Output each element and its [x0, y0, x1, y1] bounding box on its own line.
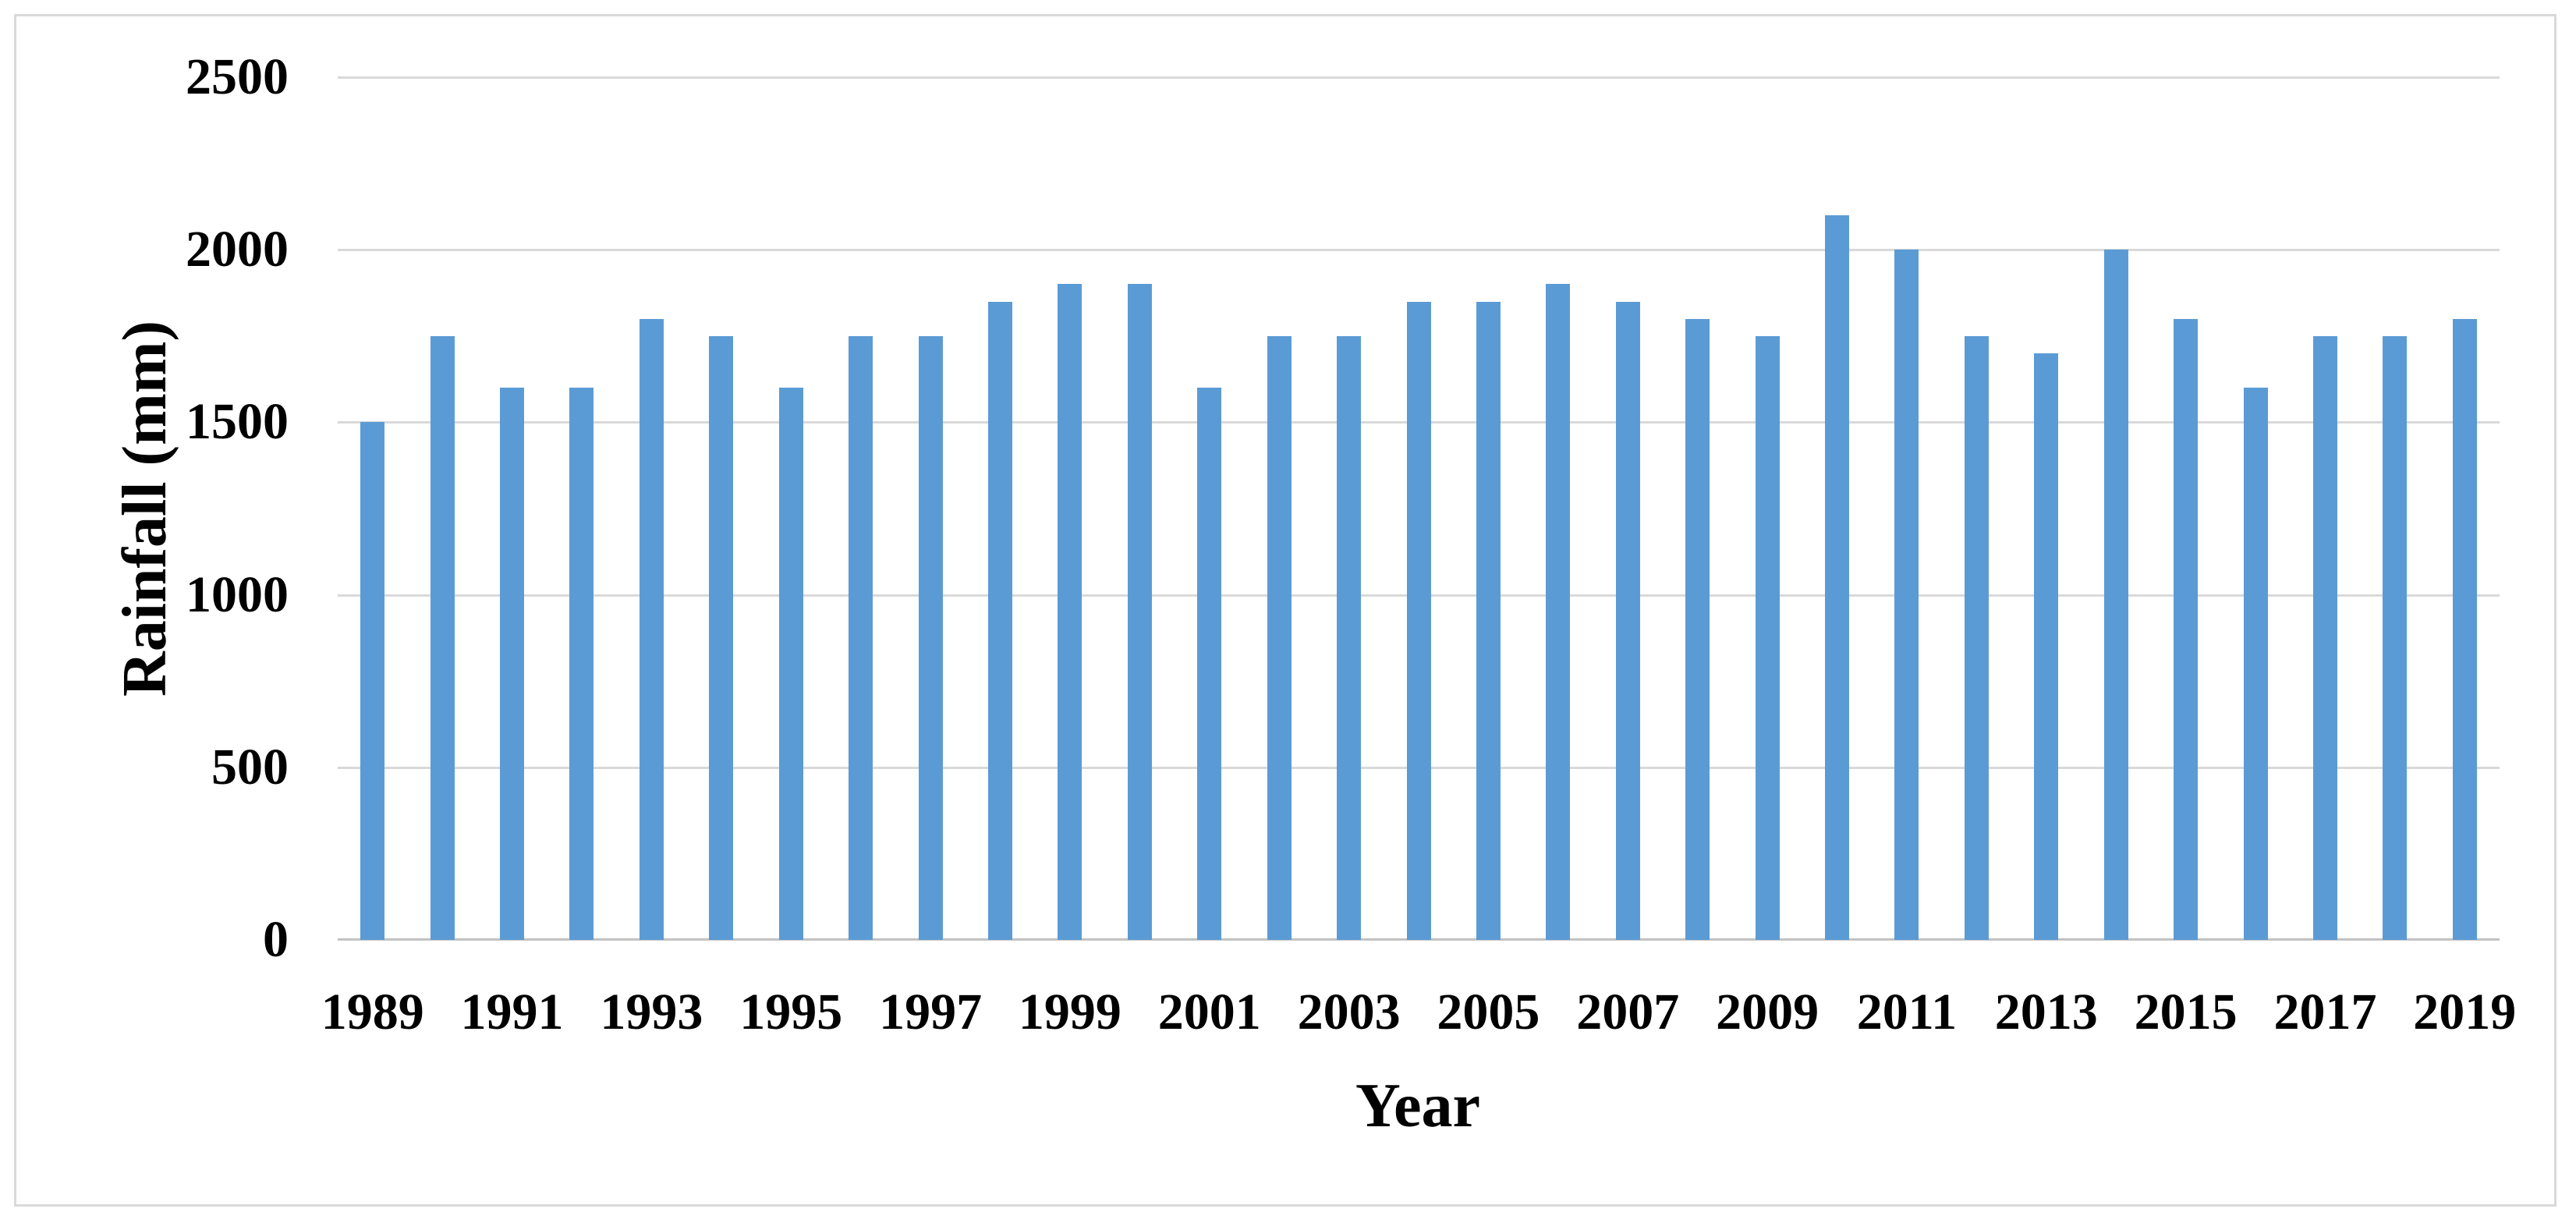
bar-1990 — [430, 335, 455, 940]
bar-2003 — [1337, 335, 1362, 940]
y-tick-label-1500: 1500 — [186, 393, 289, 451]
x-tick-label-1995: 1995 — [739, 984, 843, 1040]
bar-2015 — [2174, 318, 2199, 940]
bar-1996 — [849, 335, 873, 940]
plot-area — [338, 76, 2500, 941]
x-tick-label-2015: 2015 — [2134, 984, 2238, 1040]
x-tick-label-1991: 1991 — [460, 984, 564, 1040]
x-tick-label-1993: 1993 — [600, 984, 703, 1040]
bar-2019 — [2452, 318, 2477, 940]
bar-1998 — [987, 301, 1012, 940]
bar-2017 — [2312, 335, 2337, 940]
bar-2008 — [1685, 318, 1710, 940]
x-axis-title: Year — [1355, 1072, 1480, 1140]
y-axis-title: Rainfall (mm) — [111, 320, 179, 697]
bar-2002 — [1267, 335, 1292, 940]
bar-1999 — [1058, 284, 1082, 940]
y-tick-label-2500: 2500 — [186, 48, 289, 105]
bar-2012 — [1964, 335, 1989, 940]
gridline-2500 — [338, 76, 2500, 79]
bar-1992 — [569, 388, 594, 940]
bar-2014 — [2103, 250, 2128, 940]
x-tick-label-2003: 2003 — [1297, 984, 1401, 1040]
x-tick-label-2007: 2007 — [1576, 984, 1680, 1040]
bar-2007 — [1615, 301, 1640, 940]
y-tick-label-2000: 2000 — [186, 221, 289, 278]
x-tick-label-2011: 2011 — [1856, 984, 1958, 1040]
bar-1991 — [500, 388, 525, 940]
bar-2011 — [1894, 250, 1919, 940]
x-tick-label-2019: 2019 — [2413, 984, 2517, 1040]
x-tick-label-2005: 2005 — [1437, 984, 1540, 1040]
bar-2010 — [1825, 214, 1850, 940]
bar-1989 — [360, 422, 385, 940]
x-tick-label-2017: 2017 — [2273, 984, 2377, 1040]
bar-1994 — [709, 335, 734, 940]
bar-2005 — [1476, 301, 1501, 940]
gridline-2000 — [338, 249, 2500, 252]
bar-2013 — [2034, 353, 2059, 940]
bar-2018 — [2383, 335, 2408, 940]
y-tick-label-0: 0 — [263, 911, 289, 968]
x-tick-label-2001: 2001 — [1157, 984, 1261, 1040]
bar-2001 — [1197, 388, 1222, 940]
y-tick-label-1000: 1000 — [186, 565, 289, 623]
bar-2000 — [1127, 284, 1152, 940]
bar-2004 — [1406, 301, 1431, 940]
x-tick-label-1997: 1997 — [879, 984, 983, 1040]
bar-1993 — [639, 318, 664, 940]
x-tick-label-1989: 1989 — [321, 984, 424, 1040]
bar-2016 — [2243, 388, 2268, 940]
bar-1995 — [778, 388, 803, 940]
x-tick-label-2013: 2013 — [1994, 984, 2098, 1040]
bar-1997 — [918, 335, 943, 940]
bar-2006 — [1546, 284, 1571, 940]
x-tick-label-2009: 2009 — [1716, 984, 1819, 1040]
y-tick-label-500: 500 — [211, 738, 289, 796]
x-tick-label-1999: 1999 — [1018, 984, 1121, 1040]
bar-2009 — [1755, 335, 1780, 940]
